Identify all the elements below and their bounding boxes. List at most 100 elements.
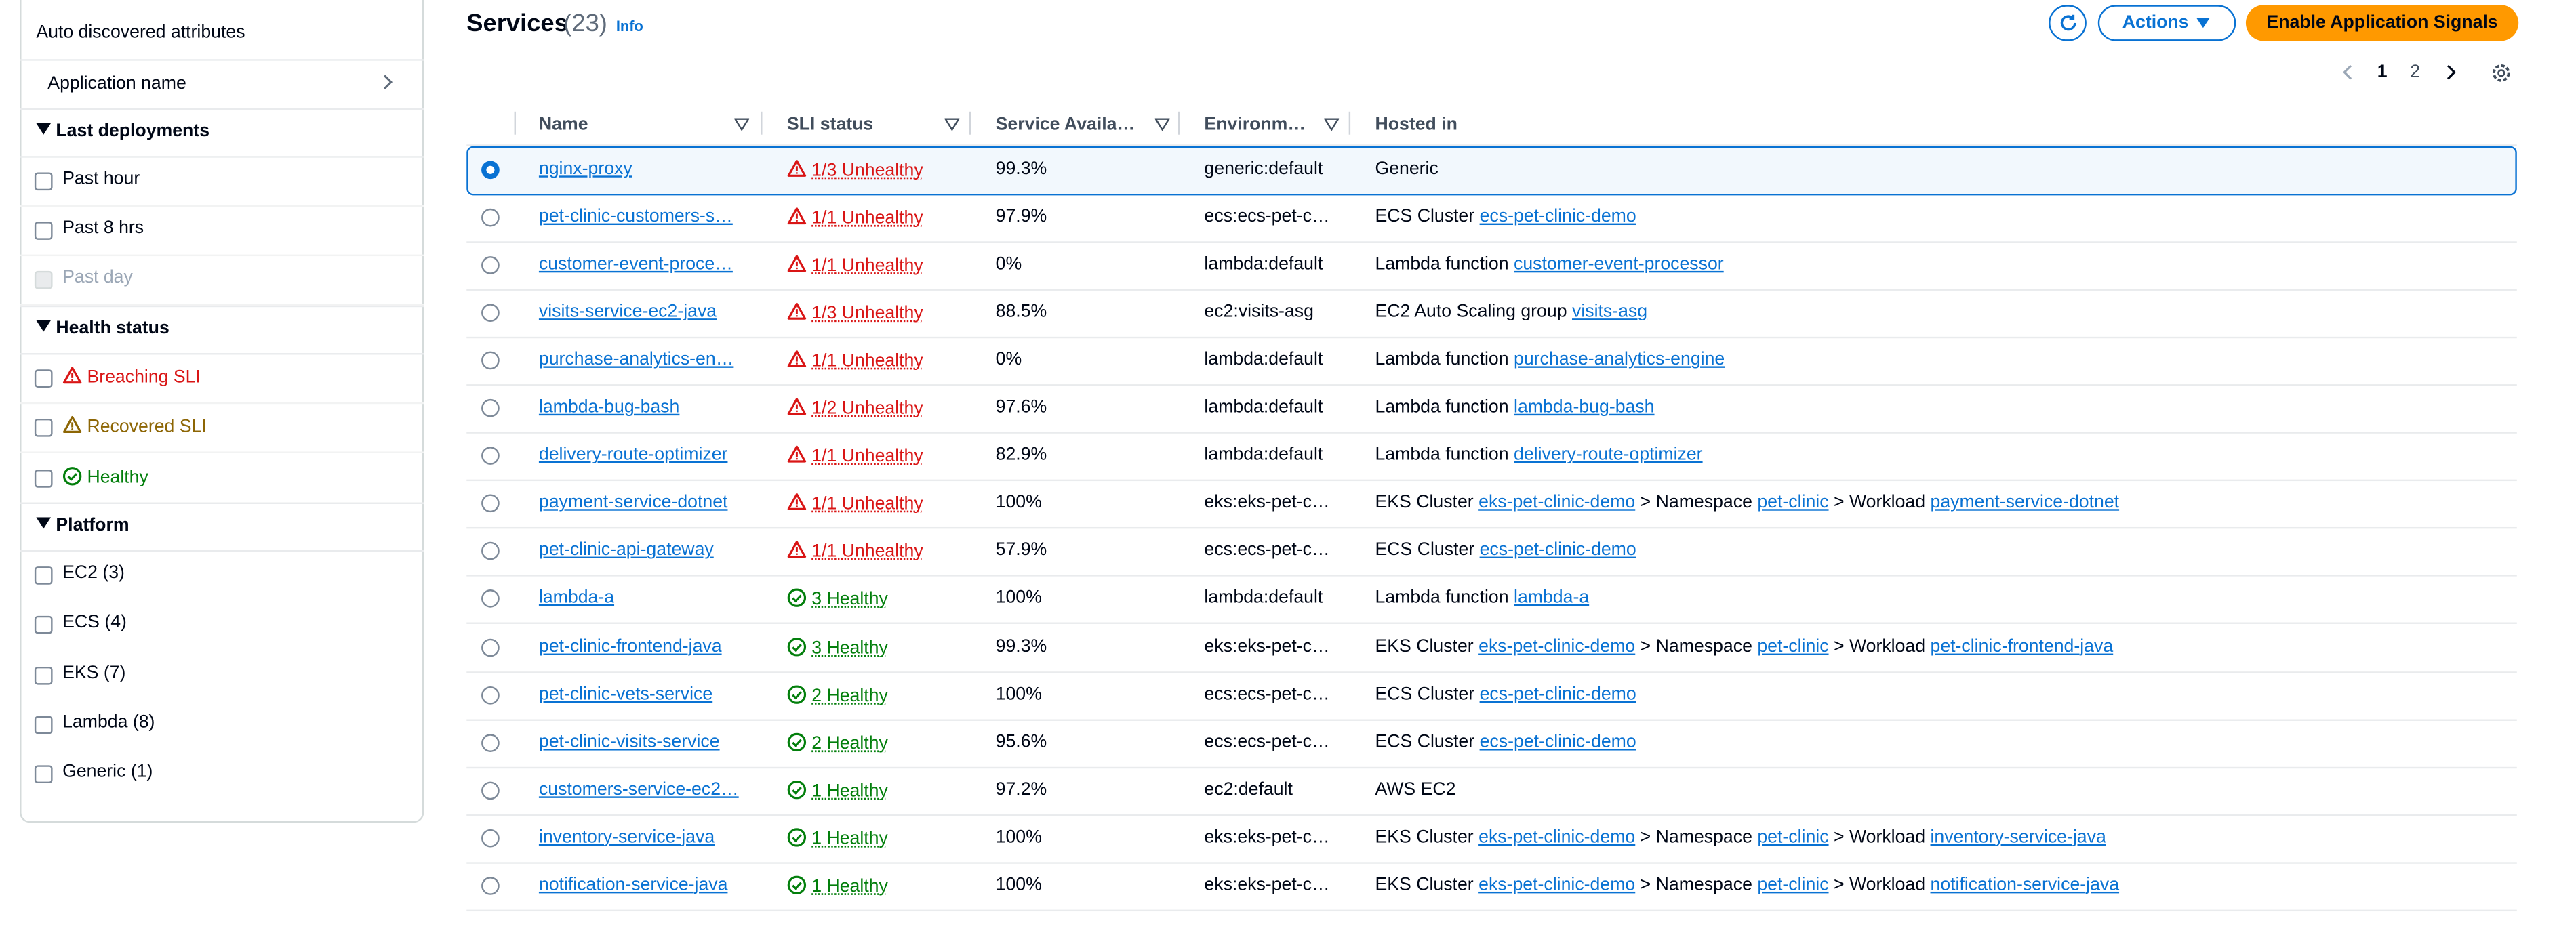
service-link[interactable]: pet-clinic-vets-service (538, 684, 713, 704)
resource-link[interactable]: ecs-pet-clinic-demo (1479, 207, 1636, 227)
prev-page[interactable] (2341, 64, 2354, 81)
radio[interactable] (481, 447, 500, 465)
filter-label[interactable]: Past 8 hrs (62, 218, 144, 239)
checkbox[interactable] (34, 765, 53, 784)
resource-link[interactable]: lambda-bug-bash (1514, 398, 1655, 418)
resource-link[interactable]: pet-clinic (1757, 636, 1829, 657)
sli-status[interactable]: 1/3 Unhealthy (787, 159, 923, 181)
resource-link[interactable]: visits-asg (1571, 302, 1648, 323)
checkbox[interactable] (34, 616, 53, 635)
sli-status[interactable]: 1/3 Unhealthy (787, 302, 923, 324)
sli-status[interactable]: 1/1 Unhealthy (787, 255, 923, 276)
radio[interactable] (481, 304, 500, 323)
radio[interactable] (481, 256, 500, 274)
filter-label[interactable]: Lambda (8) (62, 712, 155, 732)
resource-link[interactable]: payment-service-dotnet (1930, 493, 2120, 513)
service-link[interactable]: inventory-service-java (538, 827, 715, 847)
resource-link[interactable]: purchase-analytics-engine (1514, 350, 1725, 370)
column-header[interactable]: Environm… (1204, 115, 1306, 135)
radio[interactable] (481, 590, 500, 608)
section-header[interactable]: Health status (36, 318, 169, 338)
sli-status[interactable]: 1/1 Unhealthy (787, 207, 923, 228)
sli-status[interactable]: 1/1 Unhealthy (787, 350, 923, 371)
checkbox[interactable] (34, 369, 53, 388)
resource-link[interactable]: pet-clinic (1757, 875, 1829, 895)
resource-link[interactable]: customer-event-processor (1514, 254, 1724, 274)
actions-button[interactable]: Actions (2097, 5, 2236, 41)
radio[interactable] (481, 733, 500, 751)
sli-status[interactable]: 3 Healthy (787, 636, 888, 658)
resource-link[interactable]: ecs-pet-clinic-demo (1479, 731, 1636, 751)
service-link[interactable]: nginx-proxy (538, 159, 632, 180)
section-header[interactable]: Last deployments (36, 121, 209, 141)
service-link[interactable]: pet-clinic-customers-s… (538, 207, 733, 227)
settings[interactable] (2491, 62, 2512, 84)
sli-status[interactable]: 1/2 Unhealthy (787, 398, 923, 419)
sli-status[interactable]: 1/1 Unhealthy (787, 493, 923, 514)
page-number[interactable]: 1 (2377, 62, 2388, 83)
service-link[interactable]: delivery-route-optimizer (538, 445, 728, 465)
radio[interactable] (481, 208, 500, 227)
resource-link[interactable]: notification-service-java (1930, 875, 2120, 895)
radio[interactable] (481, 685, 500, 704)
resource-link[interactable]: lambda-a (1514, 588, 1590, 608)
column-header[interactable]: Name (538, 115, 588, 135)
sort-icon[interactable] (1154, 118, 1171, 131)
filter-label[interactable]: Breaching SLI (62, 367, 201, 388)
filter-label[interactable]: EKS (7) (62, 663, 126, 683)
service-link[interactable]: purchase-analytics-en… (538, 350, 734, 370)
service-link[interactable]: payment-service-dotnet (538, 493, 728, 513)
service-link[interactable]: notification-service-java (538, 875, 728, 895)
info-link[interactable]: Info (616, 18, 643, 35)
radio[interactable] (481, 161, 500, 180)
checkbox[interactable] (34, 665, 53, 684)
sort-icon[interactable] (733, 118, 750, 131)
service-link[interactable]: pet-clinic-api-gateway (538, 541, 714, 561)
filter-label[interactable]: ECS (4) (62, 613, 127, 633)
radio[interactable] (481, 781, 500, 800)
sli-status[interactable]: 2 Healthy (787, 684, 888, 705)
sli-status[interactable]: 1/1 Unhealthy (787, 541, 923, 562)
radio[interactable] (481, 876, 500, 895)
resource-link[interactable]: delivery-route-optimizer (1514, 445, 1703, 465)
resource-link[interactable]: eks-pet-clinic-demo (1478, 827, 1636, 847)
sli-status[interactable]: 1/1 Unhealthy (787, 445, 923, 467)
column-header[interactable]: SLI status (786, 115, 874, 135)
next-page[interactable] (2444, 64, 2457, 81)
filter-label[interactable]: Healthy (62, 465, 148, 487)
checkbox[interactable] (34, 172, 53, 191)
radio[interactable] (481, 399, 500, 418)
checkbox[interactable] (34, 468, 53, 487)
radio[interactable] (481, 495, 500, 513)
sort-icon[interactable] (1323, 118, 1340, 131)
radio[interactable] (481, 829, 500, 847)
service-link[interactable]: customers-service-ec2… (538, 779, 739, 800)
column-header[interactable]: Hosted in (1375, 115, 1457, 135)
resource-link[interactable]: pet-clinic (1757, 827, 1829, 847)
sli-status[interactable]: 2 Healthy (787, 732, 888, 753)
resource-link[interactable]: eks-pet-clinic-demo (1478, 493, 1636, 513)
service-link[interactable]: customer-event-proce… (538, 254, 733, 274)
service-link[interactable]: visits-service-ec2-java (538, 302, 717, 323)
service-link[interactable]: pet-clinic-visits-service (538, 731, 720, 751)
section-header[interactable]: Platform (36, 516, 129, 536)
service-link[interactable]: pet-clinic-frontend-java (538, 636, 722, 657)
resource-link[interactable]: pet-clinic (1757, 493, 1829, 513)
service-link[interactable]: lambda-a (538, 588, 615, 608)
resource-link[interactable]: ecs-pet-clinic-demo (1479, 541, 1636, 561)
radio[interactable] (481, 352, 500, 370)
resource-link[interactable]: eks-pet-clinic-demo (1478, 875, 1636, 895)
refresh-button[interactable] (2049, 5, 2087, 41)
sli-status[interactable]: 1 Healthy (787, 779, 888, 801)
page-number[interactable]: 2 (2410, 62, 2421, 83)
resource-link[interactable]: pet-clinic-frontend-java (1930, 636, 2114, 657)
column-header[interactable]: Service Availa… (995, 115, 1135, 135)
enable-button[interactable]: Enable Application Signals (2245, 5, 2519, 41)
sli-status[interactable]: 1 Healthy (787, 875, 888, 896)
filter-option[interactable]: Application name (47, 74, 186, 94)
checkbox[interactable] (34, 716, 53, 734)
filter-label[interactable]: Recovered SLI (62, 416, 207, 437)
sort-icon[interactable] (944, 118, 961, 131)
checkbox[interactable] (34, 222, 53, 241)
sli-status[interactable]: 3 Healthy (787, 589, 888, 610)
